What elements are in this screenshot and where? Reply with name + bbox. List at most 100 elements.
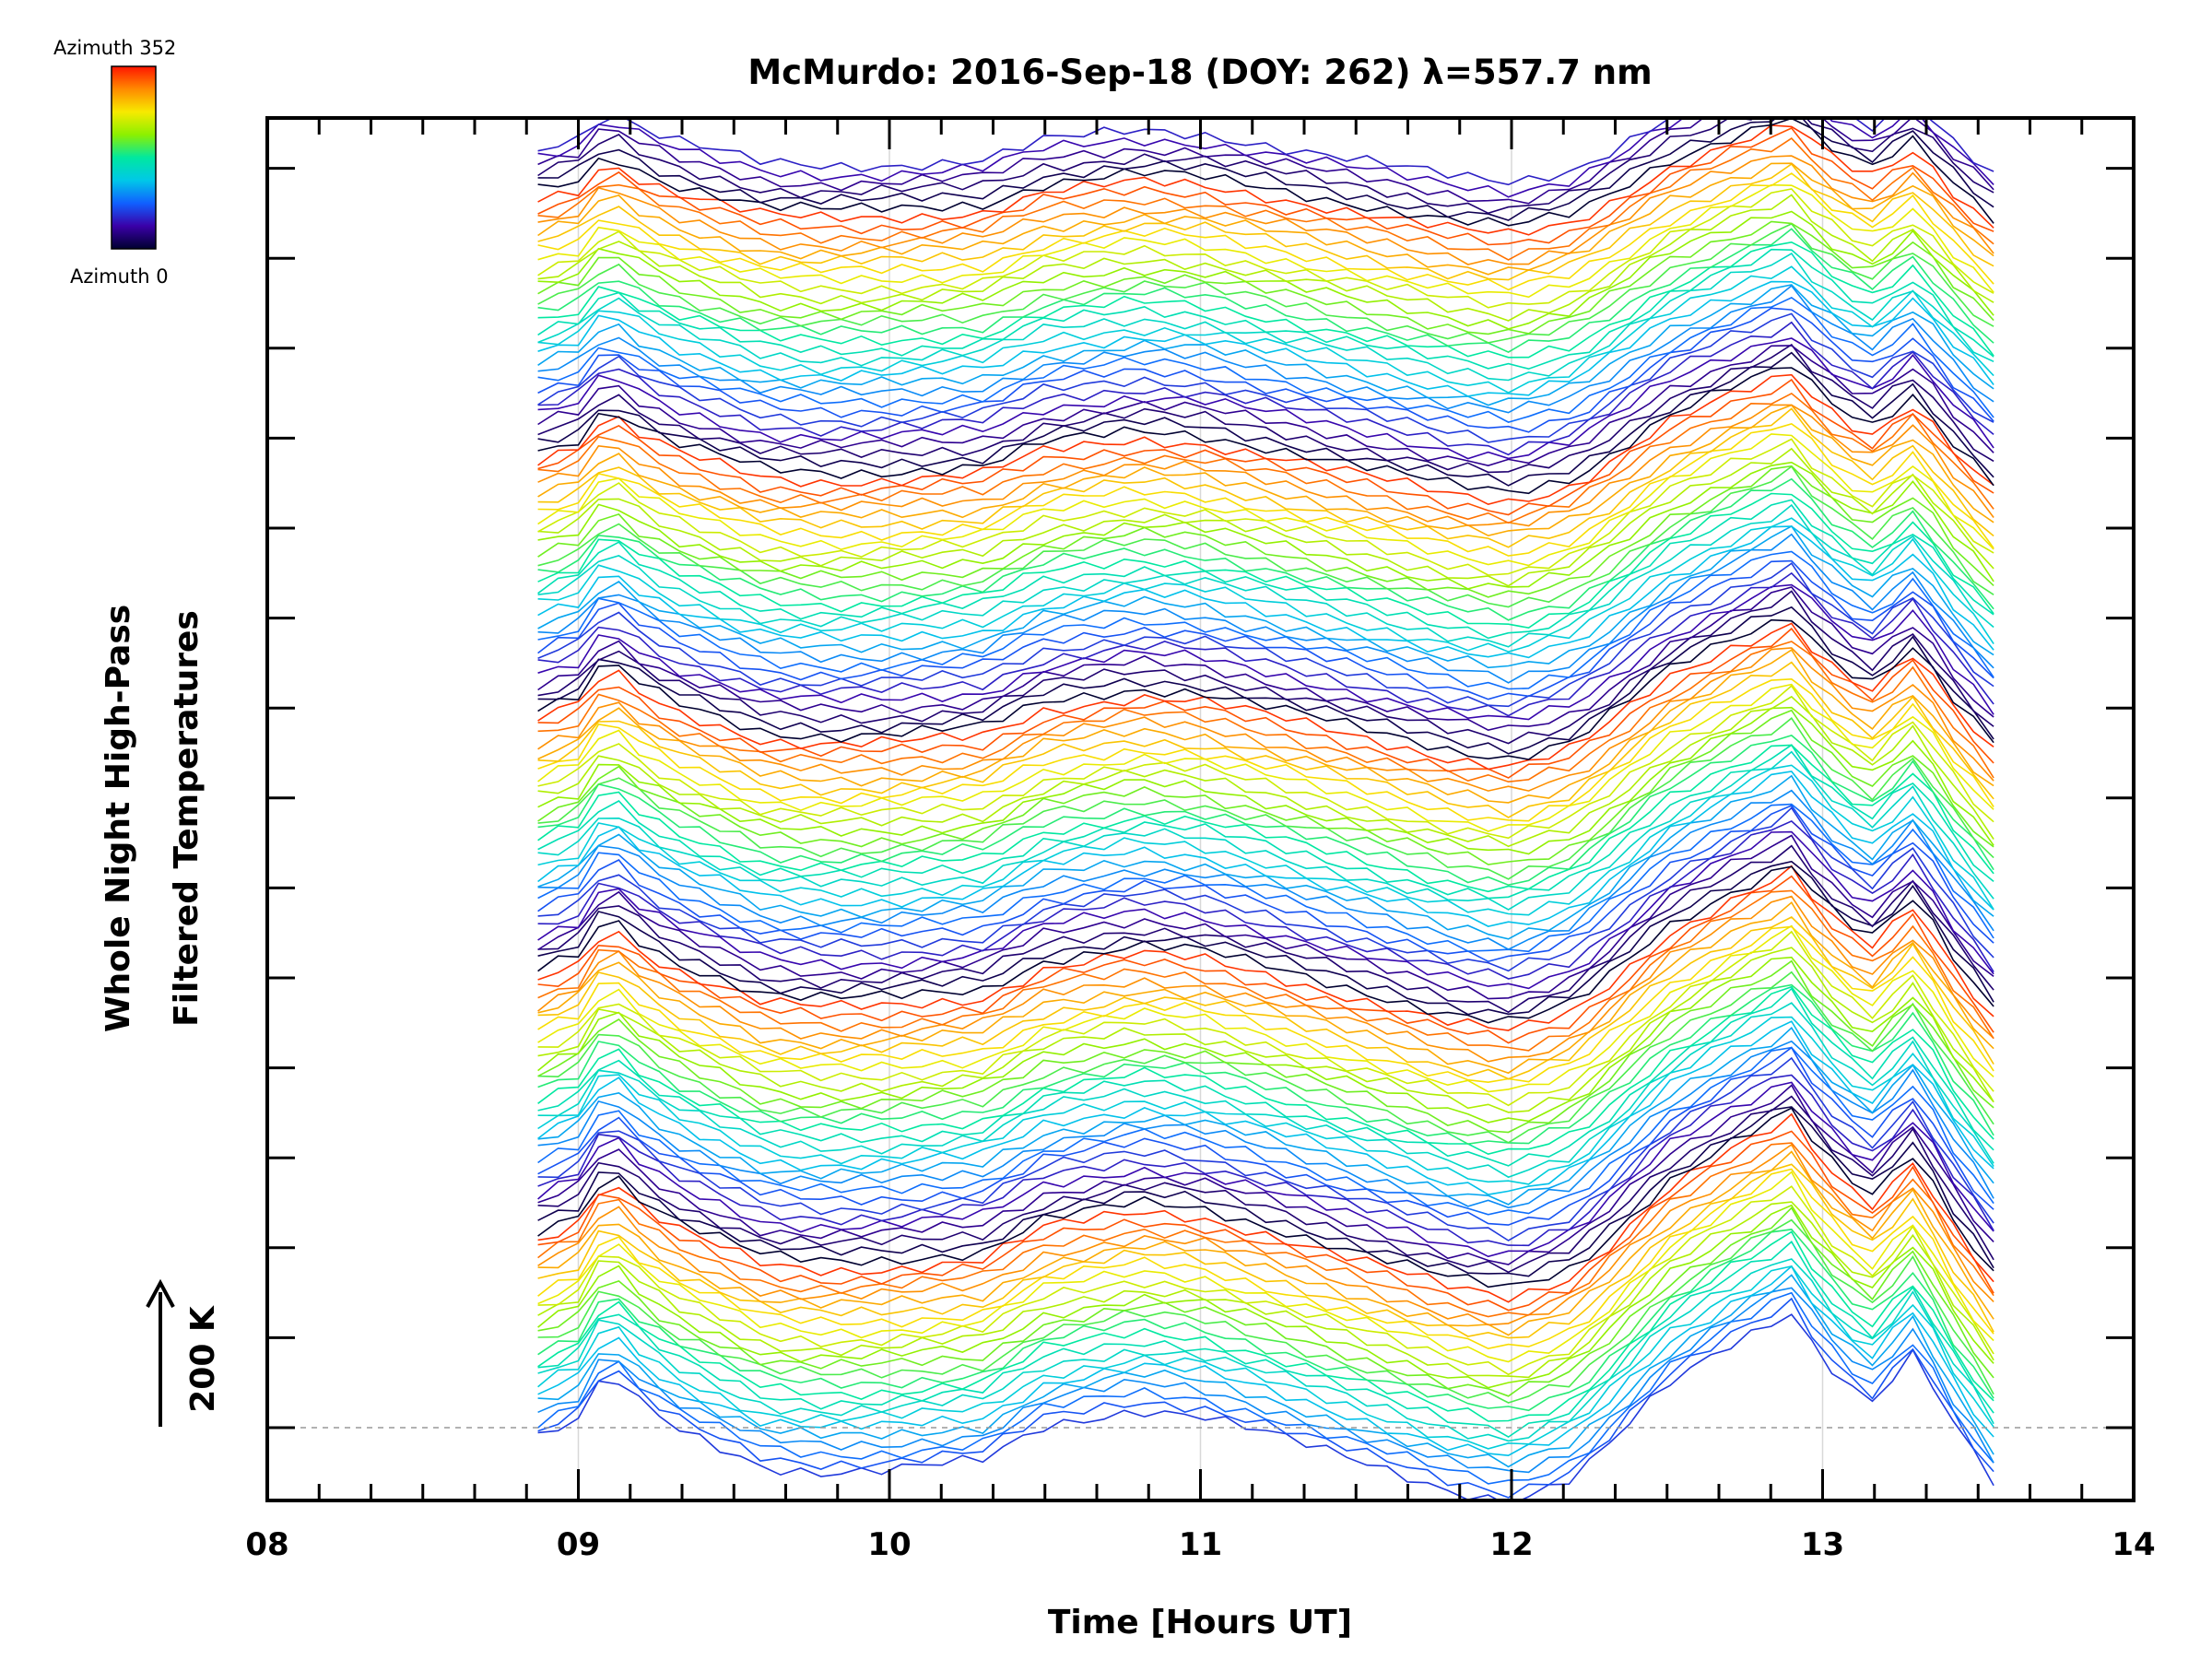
temperature-trace: [537, 284, 1994, 406]
temperature-trace: [537, 744, 1994, 893]
temperature-trace: [537, 1313, 1994, 1500]
temperature-trace: [537, 1002, 1994, 1179]
x-tick-label: 12: [1489, 1526, 1533, 1563]
temperature-trace: [537, 312, 1994, 443]
x-tick-label: 13: [1801, 1526, 1844, 1563]
ticks: [265, 118, 2136, 1500]
temperature-trace: [537, 1143, 1994, 1326]
temperature-trace: [537, 1081, 1994, 1258]
temperature-trace: [537, 844, 1994, 1014]
temperature-trace: [537, 280, 1994, 397]
temperature-trace: [537, 345, 1994, 467]
temperature-trace: [537, 925, 1994, 1084]
temperature-trace: [537, 1185, 1994, 1376]
x-axis-label: Time [Hours UT]: [1048, 1604, 1352, 1641]
temperature-trace: [537, 162, 1994, 276]
temperature-trace: [537, 1112, 1994, 1303]
temperature-trace: [537, 1084, 1994, 1265]
temperature-trace: [537, 404, 1994, 537]
temperature-trace: [537, 321, 1994, 456]
temperature-trace: [537, 337, 1994, 460]
temperature-trace: [537, 735, 1994, 887]
temperature-trace: [537, 447, 1994, 587]
temperature-trace: [537, 1229, 1994, 1412]
temperature-trace: [537, 709, 1994, 865]
temperature-trace: [537, 1206, 1994, 1397]
temperature-trace: [537, 503, 1994, 648]
temperature-trace: [537, 367, 1994, 495]
temperature-trace: [537, 1265, 1994, 1450]
temperature-trace: [537, 947, 1994, 1113]
temperature-trace: [537, 916, 1994, 1080]
temperature-trace: [537, 706, 1994, 855]
temperature-trace: [537, 265, 1994, 394]
temperature-trace: [537, 586, 1994, 732]
temperature-trace: [537, 1163, 1994, 1339]
temperature-trace: [537, 661, 1994, 818]
temperature-trace: [537, 622, 1994, 771]
temperature-trace: [537, 865, 1994, 1024]
temperature-trace: [537, 183, 1994, 299]
temperature-trace: [537, 744, 1994, 900]
x-tick-label: 11: [1179, 1526, 1222, 1563]
temperature-trace: [537, 1171, 1994, 1363]
temperature-trace: [537, 1016, 1994, 1185]
temperature-trace: [537, 124, 1994, 236]
temperature-trace: [537, 1201, 1994, 1379]
scale-arrow-head: [146, 1278, 175, 1308]
temperature-trace: [537, 1291, 1994, 1485]
colorbar-bottom-label: Azimuth 0: [70, 265, 169, 288]
temperature-trace: [537, 1168, 1994, 1350]
temperature-trace: [537, 683, 1994, 832]
temperature-trace: [537, 404, 1994, 527]
temperature-trace: [537, 1046, 1994, 1226]
temperature-trace: [537, 373, 1994, 506]
temperature-trace: [537, 1046, 1994, 1216]
y-axis-label-line1: Whole Night High-Pass: [100, 605, 137, 1032]
temperature-trace: [537, 1287, 1994, 1474]
temperature-trace: [537, 1020, 1994, 1195]
temperature-trace: [537, 1106, 1994, 1277]
colorbar: [111, 65, 157, 250]
temperature-trace: [537, 118, 1994, 227]
temperature-trace: [537, 118, 1994, 221]
temperature-trace: [537, 648, 1994, 804]
temperature-trace: [537, 1150, 1994, 1336]
temperature-trace: [537, 343, 1994, 474]
temperature-trace: [537, 241, 1994, 359]
temperature-trace: [537, 1095, 1994, 1274]
traces: [537, 118, 1994, 1500]
temperature-trace: [537, 222, 1994, 344]
temperature-trace: [537, 155, 1994, 265]
temperature-trace: [537, 1040, 1994, 1209]
temperature-trace: [537, 1107, 1994, 1288]
x-tick-label: 10: [867, 1526, 911, 1563]
temperature-trace: [537, 860, 1994, 1016]
temperature-trace: [537, 1230, 1994, 1422]
temperature-trace: [537, 627, 1994, 779]
temperature-trace: [537, 220, 1994, 335]
temperature-trace: [537, 830, 1994, 990]
temperature-trace: [537, 1241, 1994, 1439]
temperature-trace: [537, 525, 1994, 659]
temperature-trace: [537, 971, 1994, 1144]
temperature-trace: [537, 1142, 1994, 1318]
temperature-trace: [537, 1026, 1994, 1206]
temperature-trace: [537, 618, 1994, 760]
temperature-trace: [537, 562, 1994, 708]
scale-label: 200 K: [184, 1305, 222, 1413]
temperature-trace: [537, 684, 1994, 840]
temperature-trace: [537, 956, 1994, 1124]
temperature-trace: [537, 695, 1994, 848]
temperature-trace: [537, 1265, 1994, 1457]
temperature-trace: [537, 641, 1994, 783]
temperature-trace: [537, 127, 1994, 246]
temperature-trace: [537, 477, 1994, 621]
temperature-trace: [537, 162, 1994, 281]
temperature-trace: [537, 118, 1994, 186]
temperature-trace: [537, 517, 1994, 653]
temperature-trace: [537, 606, 1994, 755]
temperature-trace: [537, 924, 1994, 1093]
temperature-trace: [537, 307, 1994, 433]
